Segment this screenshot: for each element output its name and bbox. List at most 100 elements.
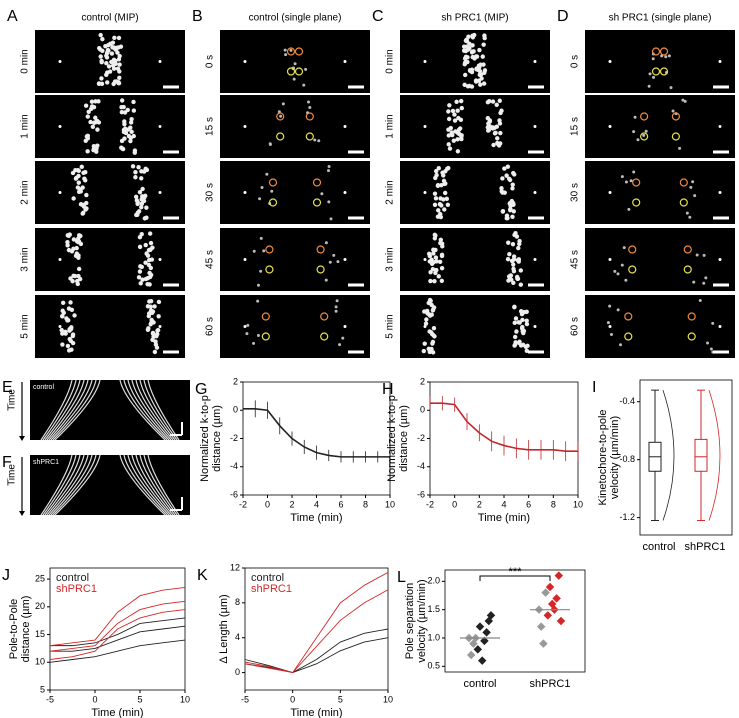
chromosome-spot	[85, 114, 90, 119]
frame-time: 1 min	[20, 114, 31, 138]
y-tick-label: -4	[230, 461, 238, 471]
kymograph-trace	[123, 379, 168, 441]
chromosome-spot	[493, 130, 498, 136]
kymograph-trace	[131, 379, 172, 441]
y-tick-label: -4	[417, 461, 425, 471]
chromosome-spot	[447, 146, 453, 151]
x-tick-label: 10	[385, 499, 395, 509]
chromosome-spot	[69, 347, 74, 352]
micrograph	[220, 30, 370, 93]
kymograph-trace	[40, 454, 73, 516]
y-tick-label: 2.0	[427, 576, 440, 586]
y-tick-label: 10	[35, 657, 45, 667]
time-arrow-head	[19, 436, 25, 441]
tracked-kinetochore	[261, 312, 270, 321]
chromosome-spot	[76, 273, 81, 279]
chromosome-spot	[129, 117, 134, 122]
chromosome-spot	[473, 78, 479, 83]
pole	[608, 125, 612, 128]
chromosome-spot	[256, 299, 260, 303]
chromosome-spot	[279, 114, 283, 118]
chromosome-spot	[481, 62, 486, 67]
chromosome-spot	[616, 272, 620, 276]
chromosome-spot	[439, 278, 445, 284]
chromosome-spot	[494, 124, 499, 129]
chromosome-spot	[332, 253, 336, 257]
data-point	[473, 645, 483, 654]
chromosome-spot	[459, 136, 464, 142]
chromosome-spot	[465, 59, 470, 65]
trace-line	[244, 589, 389, 674]
chromosome-spot	[693, 194, 697, 198]
tracked-kinetochore	[679, 198, 688, 207]
chromosome-spot	[148, 240, 154, 246]
micrograph	[585, 30, 735, 93]
chromosome-spot	[69, 307, 75, 313]
chromosome-spot	[71, 237, 77, 242]
tracked-kinetochore	[679, 178, 688, 187]
chromosome-spot	[524, 348, 530, 354]
plot-frame	[444, 569, 586, 673]
x-tick-label: 4	[501, 499, 506, 509]
chromosome-spot	[504, 173, 509, 178]
chromosome-spot	[512, 172, 517, 177]
pole	[423, 60, 427, 63]
micrograph	[585, 228, 735, 291]
y-axis-label: distance (µm)	[211, 405, 223, 472]
pole	[343, 125, 347, 128]
pole	[608, 191, 612, 194]
y-tick-label: 2	[233, 376, 238, 386]
chromosome-spot	[155, 328, 160, 333]
chromosome-spot	[80, 211, 85, 216]
chromosome-spot	[486, 127, 492, 133]
kymograph-trace	[135, 379, 174, 441]
chromosome-spot	[429, 346, 434, 352]
pole	[533, 325, 537, 328]
tracked-kinetochore	[628, 265, 637, 274]
tracked-kinetochore	[632, 178, 641, 187]
chromosome-spot	[104, 53, 109, 58]
chromosome-spot	[704, 276, 708, 280]
chromosome-spot	[442, 181, 447, 187]
chromosome-spot	[511, 262, 516, 267]
tracked-kinetochore	[276, 112, 285, 121]
chromosome-spot	[507, 201, 513, 206]
chromosome-spot	[486, 121, 491, 126]
chromosome-spot	[512, 320, 517, 326]
panel-label: L	[397, 569, 406, 586]
chromosome-spot	[83, 103, 89, 108]
tracked-kinetochore	[671, 132, 680, 141]
pole	[718, 325, 722, 328]
micrograph	[220, 95, 370, 158]
chromosome-spot	[433, 247, 438, 253]
chromosome-spot	[431, 251, 436, 256]
chromosome-spot	[450, 108, 456, 114]
chromosome-spot	[150, 330, 156, 336]
kymograph-trace	[46, 379, 85, 441]
chromosome-spot	[633, 115, 637, 119]
chromosome-spot	[512, 334, 518, 340]
chromosome-spot	[667, 54, 671, 58]
pole	[343, 191, 347, 194]
chromosome-spot	[84, 192, 89, 198]
chromosome-spot	[688, 215, 692, 219]
micrograph	[585, 161, 735, 224]
chromosome-spot	[466, 34, 471, 39]
chromosome-spot	[128, 125, 133, 130]
tracked-kinetochore	[294, 67, 304, 76]
data-point	[536, 622, 546, 631]
chromosome-spot	[427, 297, 433, 303]
chromosome-spot	[439, 266, 445, 271]
chromosome-spot	[500, 208, 506, 214]
chromosome-spot	[82, 176, 87, 181]
trace-line	[244, 571, 389, 674]
chromosome-spot	[99, 76, 104, 81]
chromosome-spot	[467, 68, 473, 73]
chromosome-spot	[137, 190, 143, 195]
chromosome-spot	[514, 329, 519, 334]
trace-line	[244, 637, 389, 674]
chromosome-spot	[429, 261, 435, 267]
chromosome-spot	[259, 236, 263, 240]
chromosome-spot	[709, 347, 713, 351]
chromosome-spot	[284, 53, 288, 57]
